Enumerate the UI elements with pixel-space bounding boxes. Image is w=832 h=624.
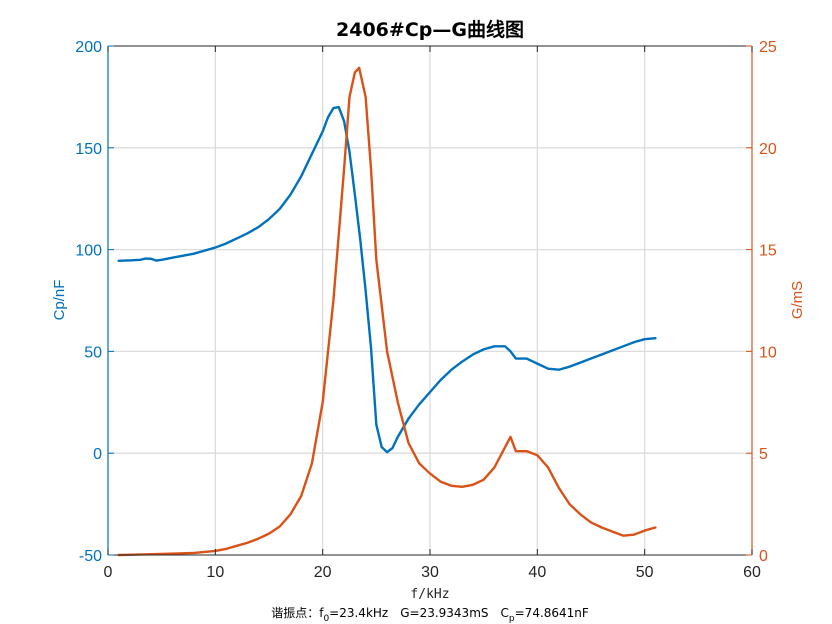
note-g-text: G=23.9343mS <box>400 606 488 620</box>
y-left-tick-label: 150 <box>75 141 102 158</box>
y-right-tick-label: 20 <box>759 141 777 158</box>
y-right-tick-label: 25 <box>759 39 777 56</box>
x-tick-label: 50 <box>636 564 654 581</box>
y-right-tick-label: 5 <box>759 446 768 463</box>
x-tick-label: 60 <box>743 564 761 581</box>
chart-title: 2406#Cp—G曲线图 <box>336 18 524 41</box>
x-axis-ticks: 0 10 20 30 40 50 60 <box>104 46 761 581</box>
y-right-tick-label: 15 <box>759 243 777 260</box>
y-right-axis-label: G/mS <box>789 281 806 319</box>
y-right-tick-label: 10 <box>759 344 777 361</box>
x-tick-label: 10 <box>206 564 224 581</box>
x-tick-label: 20 <box>314 564 332 581</box>
cp-series-line <box>117 105 657 454</box>
g-series-line <box>117 66 657 557</box>
y-left-axis-ticks: -50 0 50 100 150 200 <box>75 39 114 565</box>
note-f-value: =23.4kHz <box>329 606 388 620</box>
note-f-sub: 0 <box>323 614 329 624</box>
y-left-tick-label: 0 <box>93 446 102 463</box>
y-left-tick-label: 50 <box>84 344 102 361</box>
x-tick-label: 40 <box>528 564 546 581</box>
y-left-tick-label: 100 <box>75 243 102 260</box>
y-left-tick-label: -50 <box>79 548 102 565</box>
x-axis-label: f/kHz <box>410 587 449 602</box>
x-tick-label: 30 <box>421 564 439 581</box>
note-c-label: C <box>501 606 509 620</box>
grid-lines <box>108 46 752 555</box>
note-c-sub: p <box>509 614 515 624</box>
y-left-axis-label: Cp/nF <box>51 280 68 321</box>
note-prefix: 谐振点： <box>271 606 319 620</box>
plot-lines <box>117 66 657 557</box>
y-right-axis-ticks: 0 5 10 15 20 25 <box>746 39 777 565</box>
y-left-tick-label: 200 <box>75 39 102 56</box>
x-tick-label: 0 <box>104 564 113 581</box>
note-c-value: =74.8641nF <box>515 606 589 620</box>
note-f-label: f <box>319 606 324 620</box>
y-right-tick-label: 0 <box>759 548 768 565</box>
resonance-note: 谐振点：f0=23.4kHz G=23.9343mS Cp=74.8641nF <box>271 606 589 624</box>
